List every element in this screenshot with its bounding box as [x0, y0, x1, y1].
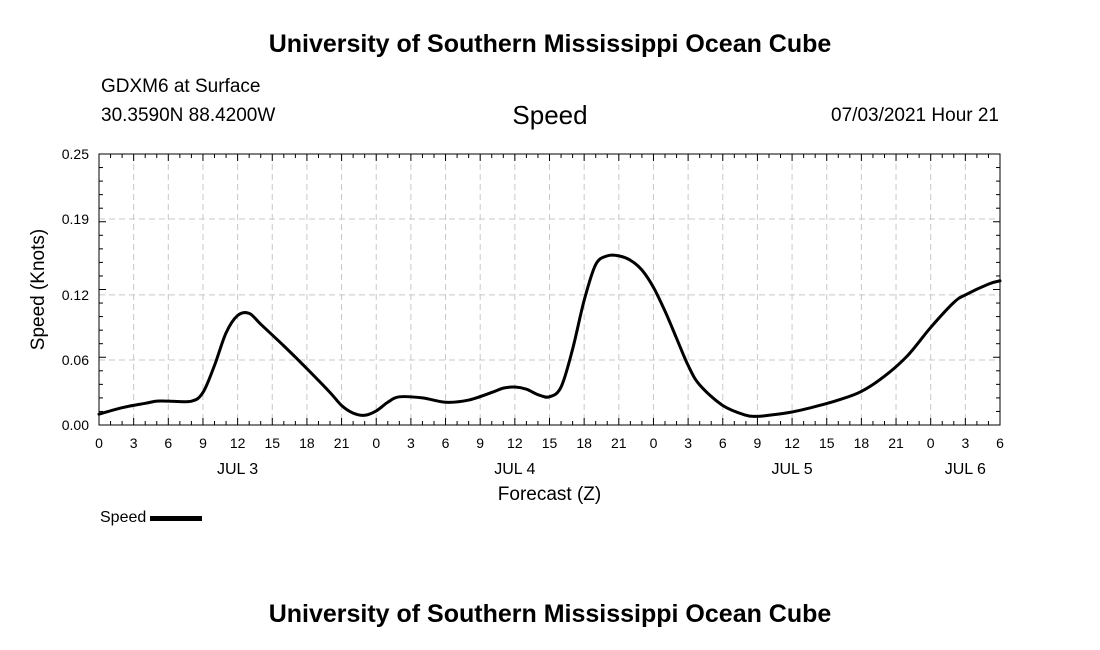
y-axis-title: Speed (Knots) — [28, 229, 49, 350]
x-tick-label: 0 — [372, 435, 380, 451]
x-tick-label: 0 — [927, 435, 935, 451]
x-tick-label: 12 — [507, 435, 523, 451]
x-tick-label: 18 — [854, 435, 870, 451]
x-axis-title: Forecast (Z) — [498, 484, 601, 505]
x-tick-label: 6 — [164, 435, 172, 451]
x-tick-label: 12 — [784, 435, 800, 451]
date-label: JUL 5 — [771, 461, 812, 478]
x-tick-label: 15 — [264, 435, 280, 451]
y-tick-label: 0.06 — [62, 352, 89, 368]
y-tick-label: 0.12 — [62, 287, 89, 303]
x-tick-label: 21 — [888, 435, 904, 451]
x-tick-label: 9 — [754, 435, 762, 451]
chart-title: Speed — [512, 100, 588, 130]
x-tick-label: 3 — [961, 435, 969, 451]
x-tick-label: 0 — [650, 435, 658, 451]
speed-series-line — [97, 253, 1002, 418]
date-label: JUL 3 — [217, 461, 258, 478]
legend-line-swatch — [150, 515, 203, 521]
date-label: JUL 6 — [945, 461, 986, 478]
x-tick-label: 3 — [130, 435, 138, 451]
legend-label: Speed — [100, 509, 147, 526]
y-tick-label: 0.00 — [62, 417, 89, 433]
station-label: GDXM6 at Surface — [101, 76, 261, 97]
x-tick-label: 6 — [719, 435, 727, 451]
x-tick-label: 12 — [230, 435, 246, 451]
legend: Speed — [100, 509, 203, 527]
x-tick-label: 15 — [542, 435, 558, 451]
x-tick-label: 3 — [684, 435, 692, 451]
y-tick-label: 0.25 — [62, 146, 89, 162]
x-tick-label: 0 — [95, 435, 103, 451]
page-title: University of Southern Mississippi Ocean… — [268, 30, 832, 58]
x-tick-label: 15 — [819, 435, 835, 451]
date-label: JUL 4 — [494, 461, 535, 478]
footer-title: University of Southern Mississippi Ocean… — [268, 600, 832, 628]
x-tick-label: 18 — [576, 435, 592, 451]
x-tick-label: 6 — [442, 435, 450, 451]
coordinates-label: 30.3590N 88.4200W — [101, 105, 276, 126]
x-tick-label: 21 — [334, 435, 350, 451]
x-tick-label: 6 — [996, 435, 1004, 451]
x-tick-label: 3 — [407, 435, 415, 451]
x-tick-label: 21 — [611, 435, 627, 451]
x-tick-label: 9 — [476, 435, 484, 451]
timestamp-label: 07/03/2021 Hour 21 — [831, 105, 999, 126]
x-tick-label: 18 — [299, 435, 315, 451]
x-tick-label: 9 — [199, 435, 207, 451]
y-tick-label: 0.19 — [62, 211, 89, 227]
